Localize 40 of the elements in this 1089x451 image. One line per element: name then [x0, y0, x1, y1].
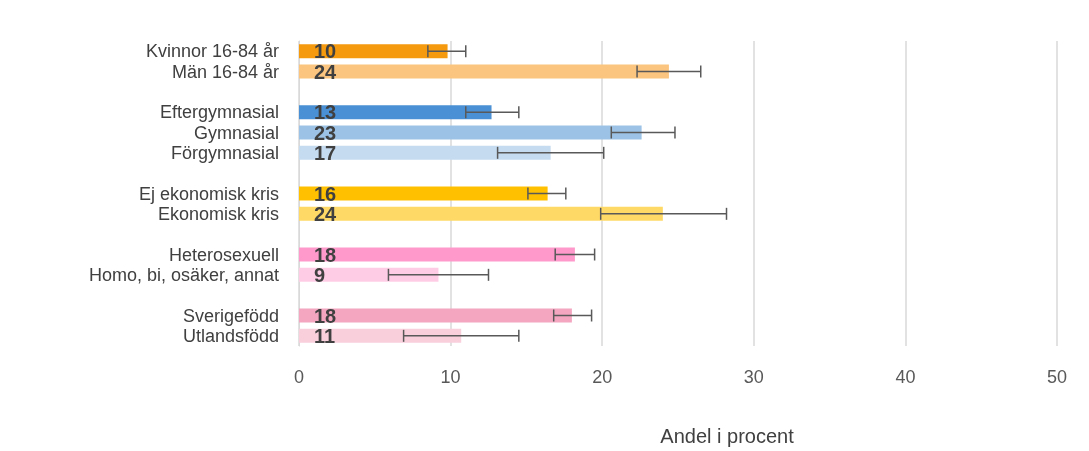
bar: [299, 308, 572, 323]
y-tick-label: Ekonomisk kris: [157, 203, 279, 224]
y-tick-label: Förgymnasial: [170, 142, 279, 163]
data-label: 16: [314, 182, 337, 205]
x-tick-label: 0: [293, 367, 305, 387]
y-tick-label: Utlandsfödd: [182, 325, 279, 346]
bar: [299, 105, 492, 120]
bar: [299, 206, 663, 221]
data-label: 24: [314, 60, 338, 83]
bar: [299, 125, 642, 140]
y-tick-label: Homo, bi, osäker, annat: [88, 264, 279, 285]
bar: [299, 44, 448, 59]
data-label: 18: [314, 243, 337, 266]
y-tick-label: Heterosexuell: [168, 244, 279, 265]
bar: [299, 64, 669, 79]
bar: [299, 186, 548, 201]
data-label: 18: [314, 304, 337, 327]
y-tick-label: Män 16-84 år: [171, 61, 279, 82]
x-axis-title: Andel i procent: [660, 425, 795, 447]
data-label: 24: [314, 202, 338, 225]
bar: [299, 328, 462, 343]
bar: [299, 145, 551, 160]
data-label: 23: [314, 121, 337, 144]
x-tick-label: 20: [592, 367, 613, 387]
y-tick-label: Eftergymnasial: [159, 102, 279, 123]
bar: [299, 267, 439, 282]
data-label: 17: [314, 141, 337, 164]
y-tick-label: Kvinnor 16-84 år: [145, 41, 279, 62]
bar: [299, 247, 575, 262]
y-tick-label: Sverigefödd: [182, 305, 279, 326]
data-label: 13: [314, 101, 337, 124]
data-label: 10: [314, 40, 337, 63]
x-tick-label: 50: [1046, 367, 1068, 387]
data-label: 9: [314, 263, 326, 286]
x-tick-label: 30: [743, 367, 764, 387]
y-tick-label: Gymnasial: [193, 122, 279, 143]
x-tick-label: 10: [440, 367, 461, 387]
x-tick-label: 40: [895, 367, 916, 387]
data-label: 11: [314, 324, 336, 347]
y-tick-label: Ej ekonomisk kris: [138, 183, 279, 204]
